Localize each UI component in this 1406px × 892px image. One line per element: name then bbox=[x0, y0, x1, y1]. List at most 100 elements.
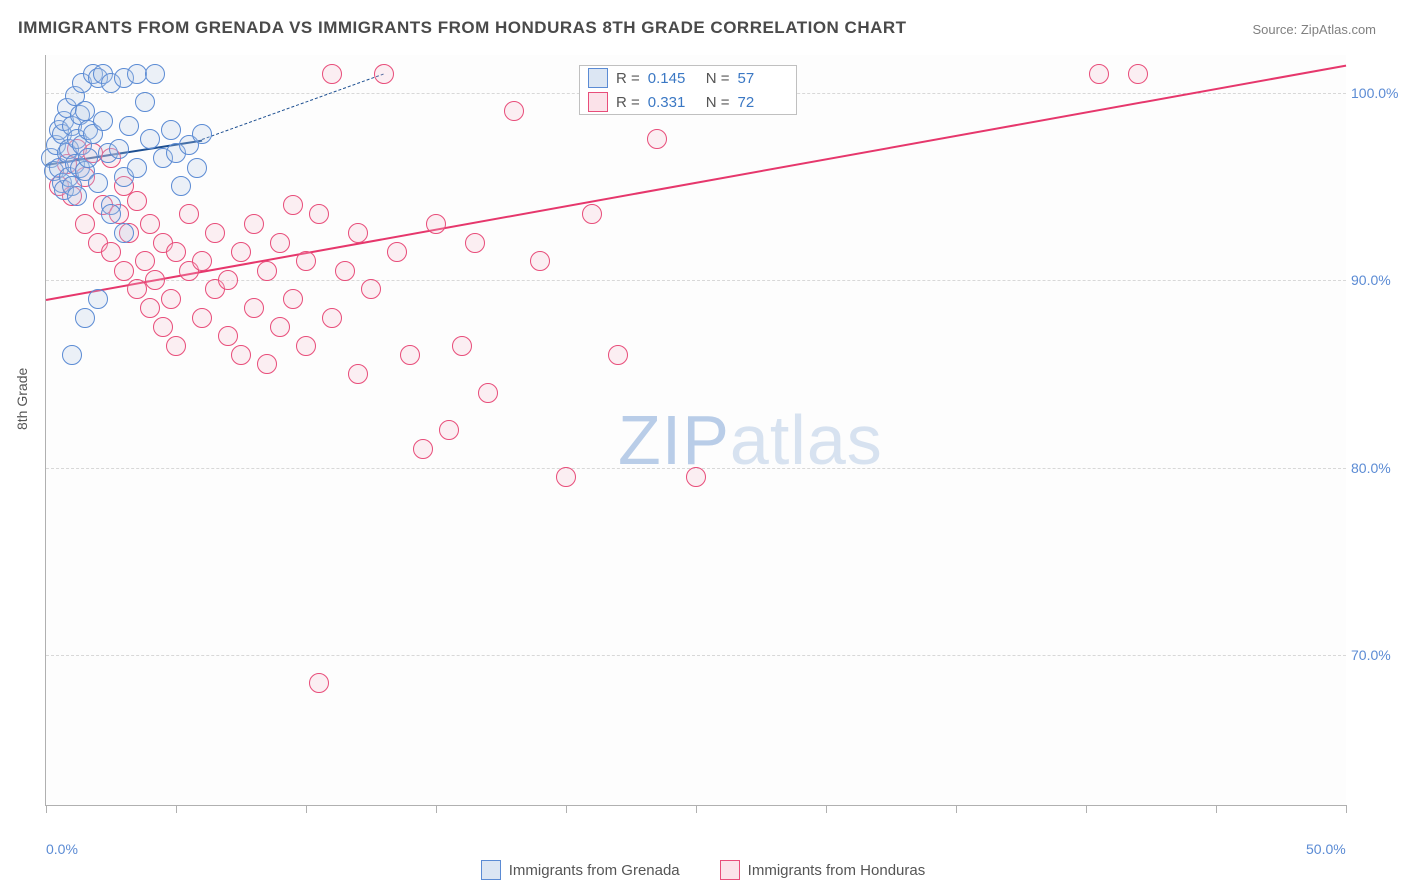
data-point bbox=[270, 233, 290, 253]
data-point bbox=[75, 101, 95, 121]
source-label: Source: ZipAtlas.com bbox=[1252, 22, 1376, 37]
x-tick-label: 50.0% bbox=[1306, 841, 1346, 857]
legend-label: Immigrants from Honduras bbox=[748, 862, 926, 879]
x-tick bbox=[956, 805, 957, 813]
data-point bbox=[283, 195, 303, 215]
data-point bbox=[119, 116, 139, 136]
data-point bbox=[109, 139, 129, 159]
data-point bbox=[140, 298, 160, 318]
n-value: 57 bbox=[738, 70, 788, 87]
data-point bbox=[244, 298, 264, 318]
data-point bbox=[504, 101, 524, 121]
data-point bbox=[283, 289, 303, 309]
data-point bbox=[465, 233, 485, 253]
data-point bbox=[1089, 64, 1109, 84]
data-point bbox=[478, 383, 498, 403]
data-point bbox=[62, 345, 82, 365]
data-point bbox=[1128, 64, 1148, 84]
data-point bbox=[166, 242, 186, 262]
data-point bbox=[171, 176, 191, 196]
gridline-h bbox=[46, 655, 1346, 656]
data-point bbox=[192, 308, 212, 328]
legend-swatch bbox=[481, 860, 501, 880]
data-point bbox=[145, 270, 165, 290]
data-point bbox=[114, 223, 134, 243]
data-point bbox=[67, 186, 87, 206]
x-tick bbox=[1346, 805, 1347, 813]
data-point bbox=[582, 204, 602, 224]
data-point bbox=[218, 326, 238, 346]
legend-item: Immigrants from Honduras bbox=[720, 860, 926, 880]
data-point bbox=[161, 120, 181, 140]
data-point bbox=[348, 364, 368, 384]
data-point bbox=[114, 261, 134, 281]
data-point bbox=[88, 289, 108, 309]
legend-label: Immigrants from Grenada bbox=[509, 862, 680, 879]
x-tick bbox=[566, 805, 567, 813]
data-point bbox=[244, 214, 264, 234]
data-point bbox=[400, 345, 420, 365]
n-value: 72 bbox=[738, 94, 788, 111]
data-point bbox=[166, 336, 186, 356]
data-point bbox=[192, 251, 212, 271]
y-tick-label: 70.0% bbox=[1351, 647, 1406, 663]
chart-plot-area: 70.0%80.0%90.0%100.0%0.0%50.0%ZIPatlasR … bbox=[45, 55, 1346, 806]
legend-swatch bbox=[588, 92, 608, 112]
x-tick bbox=[1086, 805, 1087, 813]
legend-stats-row: R =0.331N =72 bbox=[580, 90, 796, 114]
data-point bbox=[231, 242, 251, 262]
data-point bbox=[322, 64, 342, 84]
regression-line bbox=[202, 74, 384, 141]
data-point bbox=[135, 92, 155, 112]
n-label: N = bbox=[706, 70, 730, 87]
chart-title: IMMIGRANTS FROM GRENADA VS IMMIGRANTS FR… bbox=[18, 18, 907, 38]
data-point bbox=[127, 279, 147, 299]
r-value: 0.331 bbox=[648, 94, 698, 111]
data-point bbox=[205, 223, 225, 243]
data-point bbox=[257, 261, 277, 281]
data-point bbox=[296, 251, 316, 271]
data-point bbox=[127, 64, 147, 84]
data-point bbox=[179, 204, 199, 224]
x-tick bbox=[696, 805, 697, 813]
data-point bbox=[127, 191, 147, 211]
y-tick-label: 80.0% bbox=[1351, 460, 1406, 476]
data-point bbox=[374, 64, 394, 84]
data-point bbox=[192, 124, 212, 144]
data-point bbox=[93, 111, 113, 131]
data-point bbox=[140, 214, 160, 234]
data-point bbox=[218, 270, 238, 290]
data-point bbox=[187, 158, 207, 178]
legend-stats: R =0.145N =57R =0.331N =72 bbox=[579, 65, 797, 115]
legend-swatch bbox=[720, 860, 740, 880]
data-point bbox=[426, 214, 446, 234]
legend-swatch bbox=[588, 68, 608, 88]
n-label: N = bbox=[706, 94, 730, 111]
data-point bbox=[140, 129, 160, 149]
x-tick bbox=[1216, 805, 1217, 813]
data-point bbox=[309, 204, 329, 224]
data-point bbox=[348, 223, 368, 243]
gridline-h bbox=[46, 280, 1346, 281]
data-point bbox=[257, 354, 277, 374]
data-point bbox=[647, 129, 667, 149]
data-point bbox=[452, 336, 472, 356]
data-point bbox=[101, 204, 121, 224]
data-point bbox=[309, 673, 329, 693]
x-tick bbox=[46, 805, 47, 813]
data-point bbox=[78, 148, 98, 168]
x-tick bbox=[306, 805, 307, 813]
data-point bbox=[101, 242, 121, 262]
data-point bbox=[530, 251, 550, 271]
data-point bbox=[161, 289, 181, 309]
data-point bbox=[231, 345, 251, 365]
x-tick bbox=[176, 805, 177, 813]
data-point bbox=[686, 467, 706, 487]
legend-stats-row: R =0.145N =57 bbox=[580, 66, 796, 90]
legend-bottom: Immigrants from Grenada Immigrants from H… bbox=[0, 860, 1406, 880]
data-point bbox=[556, 467, 576, 487]
y-axis-label: 8th Grade bbox=[14, 368, 30, 430]
data-point bbox=[127, 158, 147, 178]
data-point bbox=[439, 420, 459, 440]
x-tick-label: 0.0% bbox=[46, 841, 78, 857]
